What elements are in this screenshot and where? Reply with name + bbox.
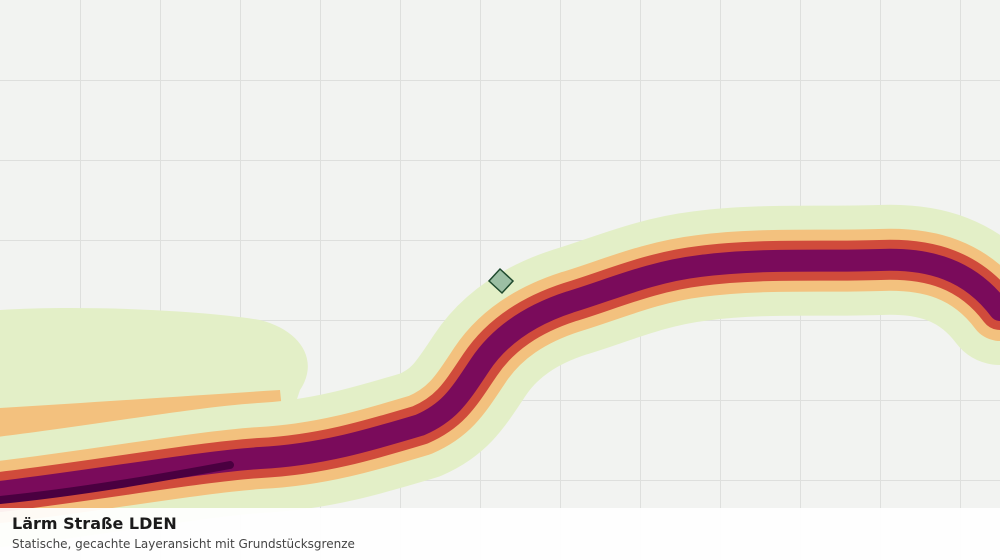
parcel-boundary: [487, 267, 515, 295]
noise-layer: [0, 260, 1000, 508]
layer-subtitle: Statische, gecachte Layeransicht mit Gru…: [12, 537, 355, 551]
layer-title: Lärm Straße LDEN: [12, 514, 177, 533]
legend-panel: Lärm Straße LDEN Statische, gecachte Lay…: [0, 508, 1000, 560]
